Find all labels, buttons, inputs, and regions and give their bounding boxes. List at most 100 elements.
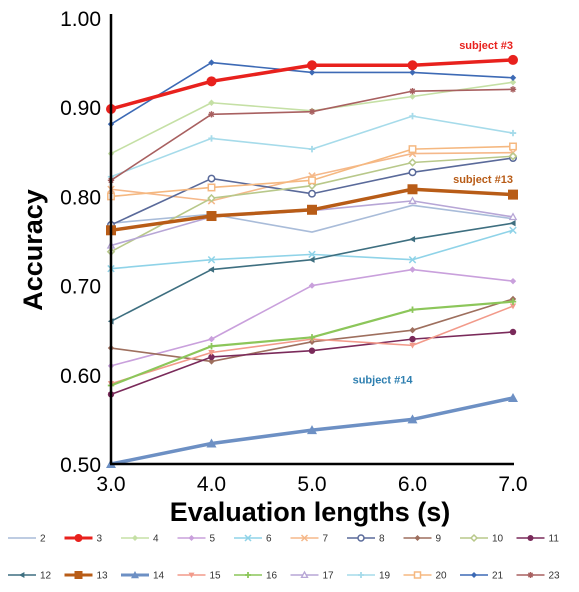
legend-marker	[244, 534, 252, 542]
legend-item-3: 3	[64, 534, 103, 545]
data-point-8-2	[308, 189, 316, 198]
series-10	[106, 151, 518, 256]
data-point-14-2	[307, 425, 317, 435]
data-point-13-3	[407, 184, 418, 195]
data-point-15-1	[208, 349, 215, 356]
annotation-label: subject #13	[453, 174, 513, 186]
y-tick-label: 0.50	[60, 454, 101, 477]
legend-label: 9	[436, 534, 442, 545]
data-point-11-4	[509, 328, 517, 336]
data-point-23-1	[208, 111, 215, 118]
data-point-5-4	[509, 277, 517, 285]
legend-label: 14	[153, 571, 165, 582]
data-point-10-1	[207, 193, 216, 203]
data-point-9-1	[208, 358, 215, 365]
data-point-19-4	[509, 129, 517, 137]
series-2	[110, 204, 514, 233]
data-point-21-4	[509, 74, 517, 81]
y-tick-label: 0.70	[60, 276, 101, 299]
data-point-12-2	[308, 256, 315, 263]
data-point-6-4	[509, 226, 517, 235]
legend-label: 8	[379, 534, 385, 545]
data-point-3-4	[508, 54, 518, 65]
legend-marker	[527, 572, 534, 578]
legend-label: 3	[97, 534, 103, 545]
annotations: subject #3 subject #13 subject #14	[353, 40, 513, 387]
data-point-6-3	[408, 256, 417, 264]
data-point-6-2	[308, 250, 316, 259]
data-point-16-4	[509, 298, 517, 305]
legend-item-21: 21	[460, 571, 504, 582]
legend-item-2: 2	[8, 534, 46, 545]
series-19	[107, 112, 517, 180]
data-point-21-2	[308, 69, 316, 76]
series-line-6	[110, 229, 514, 270]
data-point-12-1	[208, 266, 215, 273]
legend-label: 16	[266, 571, 278, 582]
data-point-20-1	[207, 183, 216, 192]
legend-label: 11	[549, 534, 560, 545]
legend-label: 12	[40, 571, 52, 582]
tick-labels: 0.50 0.60 0.70 0.80 0.90 1.00 3.0 4.0 5.0 6.0 7.0	[60, 8, 527, 496]
data-point-17-4	[508, 212, 518, 221]
y-axis-title: Accuracy	[18, 189, 48, 311]
legend-marker	[74, 571, 83, 579]
legend-marker	[132, 535, 138, 541]
series-6	[107, 226, 517, 273]
data-point-4-4	[509, 79, 517, 86]
annotation-label: subject #14	[353, 375, 414, 387]
data-point-14-3	[407, 414, 418, 424]
data-point-23-3	[409, 87, 416, 95]
series-line-10	[110, 155, 514, 253]
data-point-11-3	[409, 335, 416, 343]
y-tick-label: 1.00	[60, 8, 101, 31]
legend-label: 7	[323, 534, 329, 545]
legend-item-23: 23	[516, 571, 561, 582]
legend-label: 2	[40, 534, 46, 545]
legend-marker	[300, 534, 309, 542]
data-point-21-1	[208, 59, 215, 66]
data-point-10-4	[508, 151, 518, 161]
x-tick-label: 4.0	[197, 473, 226, 496]
legend-marker	[413, 571, 422, 579]
data-point-19-3	[409, 112, 416, 120]
series-line-2	[110, 204, 514, 233]
data-point-4-3	[409, 93, 416, 100]
legend-label: 6	[266, 534, 272, 545]
y-tick-label: 0.90	[60, 97, 101, 120]
legend-label: 21	[492, 571, 504, 582]
data-point-21-3	[409, 69, 416, 76]
data-point-23-2	[308, 108, 316, 115]
y-tick-label: 0.80	[60, 186, 101, 209]
data-point-14-4	[508, 392, 518, 402]
legend-marker	[245, 572, 251, 578]
data-point-13-2	[307, 204, 317, 215]
series-23	[107, 86, 517, 184]
data-point-20-2	[308, 176, 316, 185]
data-point-6-1	[207, 256, 216, 264]
data-point-15-4	[509, 303, 517, 310]
legend-marker	[527, 535, 534, 541]
legend-item-11: 11	[516, 534, 560, 545]
legend-item-5: 5	[177, 534, 216, 545]
series-14	[106, 392, 518, 468]
legend-item-13: 13	[64, 571, 108, 582]
data-point-12-3	[409, 236, 416, 243]
legend-marker	[414, 535, 421, 541]
data-point-3-3	[407, 60, 418, 71]
data-point-11-2	[308, 347, 316, 354]
legend-item-7: 7	[290, 534, 329, 545]
legend-label: 19	[379, 571, 391, 582]
legend-label: 23	[549, 571, 561, 582]
series-5	[107, 266, 517, 370]
data-point-17-3	[408, 196, 417, 205]
legend-marker	[188, 572, 195, 578]
legend-label: 4	[153, 534, 159, 545]
data-point-19-2	[308, 145, 316, 153]
legend-marker	[188, 535, 195, 541]
data-point-5-1	[208, 335, 215, 343]
legend-marker	[469, 533, 479, 543]
series-11	[107, 328, 517, 398]
data-point-20-3	[408, 145, 417, 154]
